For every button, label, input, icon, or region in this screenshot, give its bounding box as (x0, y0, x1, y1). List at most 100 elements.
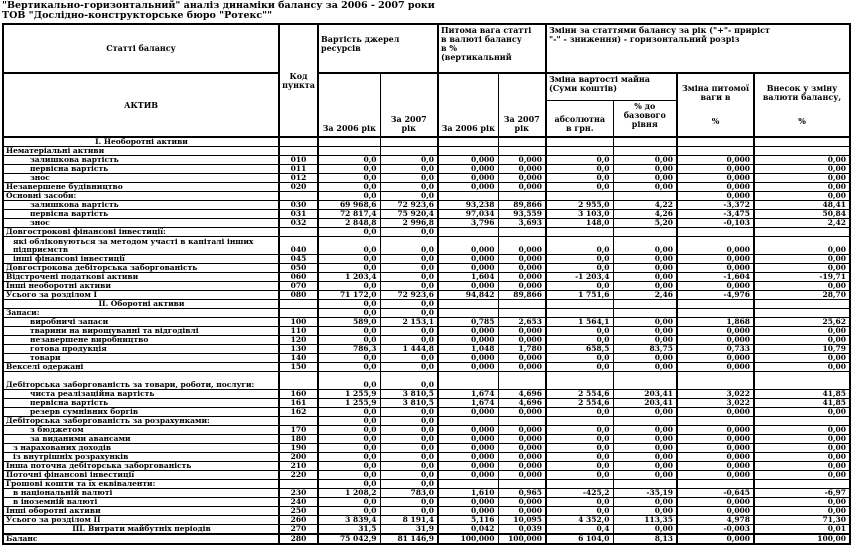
cell-value-2007: 0,0 (379, 254, 439, 264)
header-value-2006: За 2006 рік (317, 72, 381, 138)
cell-change-abs: 0,0 (545, 497, 614, 507)
cell-weight-2006: 0,000 (437, 461, 499, 471)
cell-value-2007: 0,0 (379, 443, 439, 453)
header-group-value-unit: тис.грн. (321, 71, 359, 72)
cell-contribution: 0,00 (753, 191, 851, 201)
cell-change-pct-base (612, 227, 678, 237)
cell-change-pct-base (612, 371, 678, 390)
cell-weight-2007 (497, 299, 547, 309)
row-code: 140 (278, 353, 319, 363)
cell-weight-2007: 0,000 (497, 164, 547, 174)
row-code: 260 (278, 515, 319, 525)
table-row: які обліковуються за методом участі в ка… (2, 236, 851, 255)
cell-change-pct-base: 0,00 (612, 281, 678, 291)
cell-weight-2007 (497, 191, 547, 201)
table-row: Незавершене будівництво 020 0,0 0,0 0,000 0,0… (2, 182, 851, 192)
cell-value-2007: 75 920,4 (379, 209, 439, 219)
cell-weight-delta: 0,000 (676, 263, 755, 273)
cell-weight-2006: 0,000 (437, 407, 499, 417)
row-code (278, 416, 319, 426)
cell-contribution (753, 299, 851, 309)
cell-contribution (753, 416, 851, 426)
cell-contribution: 0,00 (753, 263, 851, 273)
cell-contribution: 28,70 (753, 290, 851, 300)
cell-weight-delta: -0,645 (676, 488, 755, 498)
cell-change-pct-base: 8,13 (612, 533, 678, 545)
cell-weight-2006: 0,000 (437, 281, 499, 291)
cell-value-2007: 0,0 (379, 407, 439, 417)
cell-weight-2006: 1,604 (437, 272, 499, 282)
cell-weight-2006 (437, 146, 499, 156)
cell-weight-delta (676, 227, 755, 237)
cell-contribution: 0,00 (753, 164, 851, 174)
cell-value-2006: 0,0 (317, 254, 381, 264)
report-title: "Вертикально-горизонтальний" аналіз дина… (2, 0, 435, 11)
table-row: Довгострокові фінансові інвестиції: 0,0 0,… (2, 227, 851, 237)
table-row: знос 012 0,0 0,0 0,000 0,000 0,0 0,00 0,000 0,00 (2, 173, 851, 183)
cell-value-2007: 0,0 (379, 479, 439, 489)
cell-weight-2006: 3,796 (437, 218, 499, 228)
cell-value-2007 (379, 136, 439, 147)
row-label: Основні засоби: (2, 191, 280, 201)
cell-value-2006: 1 208,2 (317, 488, 381, 498)
row-code: 070 (278, 281, 319, 291)
header-aktiv: АКТИВ (2, 72, 280, 138)
cell-weight-2006: 93,238 (437, 200, 499, 210)
table-row: Баланс 280 75 042,9 81 146,9 100,000 100,000 6… (2, 533, 851, 545)
cell-value-2006: 0,0 (317, 353, 381, 363)
cell-change-abs: 0,0 (545, 263, 614, 273)
cell-weight-delta: 0,000 (676, 470, 755, 480)
cell-value-2007: 0,0 (379, 371, 439, 390)
row-code (278, 479, 319, 489)
table-row: первісна вартість 161 1 255,9 3 810,5 1,674 4… (2, 398, 851, 408)
cell-weight-delta: -3,475 (676, 209, 755, 219)
cell-value-2006: 0,0 (317, 281, 381, 291)
header-weight-delta-unit: % (711, 116, 720, 126)
cell-value-2006: 0,0 (317, 425, 381, 435)
cell-change-abs: 0,0 (545, 182, 614, 192)
cell-weight-2006: 1,610 (437, 488, 499, 498)
cell-change-pct-base: 0,00 (612, 164, 678, 174)
header-weight-delta: Зміна питомої ваги в % (676, 72, 755, 138)
cell-value-2007: 72 923,6 (379, 200, 439, 210)
table-row: Довгострокова дебіторська заборгованість… (2, 263, 851, 273)
row-label: Векселі одержані (2, 362, 280, 372)
row-label: I. Необоротні активи (2, 136, 280, 147)
header-change-abs: абсолютна в грн. (545, 100, 614, 139)
table-row: знос 032 2 848,8 2 996,8 3,796 3,693 148,0 5,20… (2, 218, 851, 228)
cell-change-pct-base: 0,00 (612, 443, 678, 453)
cell-weight-2007: 0,000 (497, 326, 547, 336)
cell-value-2007: 0,0 (379, 326, 439, 336)
cell-value-2007: 2 996,8 (379, 218, 439, 228)
cell-weight-delta: 0,733 (676, 344, 755, 354)
table-row: первісна вартість 011 0,0 0,0 0,000 0,000 0,0 0… (2, 164, 851, 174)
cell-contribution: 0,00 (753, 335, 851, 345)
cell-contribution: 10,79 (753, 344, 851, 354)
cell-weight-2007 (497, 416, 547, 426)
row-label: II. Оборотні активи (2, 299, 280, 309)
cell-contribution (753, 136, 851, 147)
cell-change-pct-base: 83,75 (612, 344, 678, 354)
cell-weight-2007 (497, 479, 547, 489)
cell-weight-2007 (497, 146, 547, 156)
cell-weight-2007: 93,559 (497, 209, 547, 219)
row-code: 161 (278, 398, 319, 408)
cell-change-pct-base (612, 146, 678, 156)
cell-weight-delta (676, 136, 755, 147)
row-code: 012 (278, 173, 319, 183)
cell-value-2006: 0,0 (317, 308, 381, 318)
cell-value-2006: 0,0 (317, 263, 381, 273)
cell-weight-delta: 0,000 (676, 254, 755, 264)
cell-weight-delta: 1,868 (676, 317, 755, 327)
table-row: Усього за розділом II 260 3 839,4 8 191,4 5,… (2, 515, 851, 525)
row-code: 030 (278, 200, 319, 210)
cell-contribution: 71,30 (753, 515, 851, 525)
cell-value-2007: 0,0 (379, 506, 439, 516)
cell-contribution: 0,00 (753, 254, 851, 264)
cell-change-pct-base: 0,00 (612, 173, 678, 183)
cell-value-2007: 0,0 (379, 362, 439, 372)
cell-value-2007: 1 444,8 (379, 344, 439, 354)
cell-weight-2006: 0,000 (437, 182, 499, 192)
cell-value-2006: 0,0 (317, 173, 381, 183)
cell-weight-2007 (497, 136, 547, 147)
